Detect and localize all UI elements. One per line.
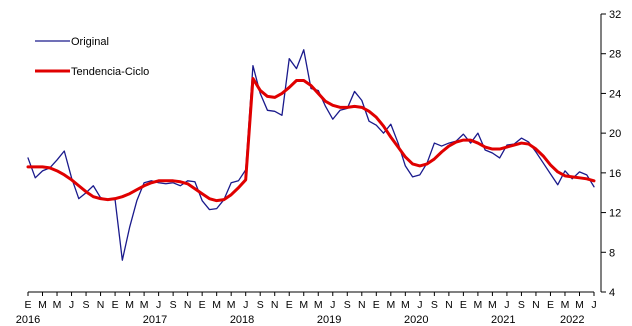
legend-label: Tendencia-Ciclo [71, 66, 149, 78]
month-label: E [24, 299, 31, 311]
month-label: M [314, 299, 323, 311]
month-label: J [69, 299, 74, 311]
month-label: J [591, 299, 596, 311]
year-label: 2016 [16, 314, 40, 326]
year-label: 2019 [317, 314, 341, 326]
month-label: M [212, 299, 221, 311]
month-label: E [286, 299, 293, 311]
y-tick-label: 24 [609, 88, 621, 100]
month-label: M [401, 299, 410, 311]
month-label: E [373, 299, 380, 311]
month-label: S [518, 299, 525, 311]
month-label: M [227, 299, 236, 311]
month-label: S [170, 299, 177, 311]
month-label: S [431, 299, 438, 311]
year-label: 2022 [560, 314, 584, 326]
month-label: M [299, 299, 308, 311]
month-label: E [199, 299, 206, 311]
month-label: N [184, 299, 192, 311]
y-tick-label: 20 [609, 128, 621, 140]
month-label: M [53, 299, 62, 311]
series-line-tendencia-ciclo [26, 77, 596, 203]
month-label: M [140, 299, 149, 311]
y-tick-label: 4 [609, 287, 615, 299]
y-tick-label: 32 [609, 9, 621, 21]
year-label: 2017 [143, 314, 167, 326]
y-axis: 4 8 12 16 20 24 28 32 [600, 9, 621, 299]
month-label: M [561, 299, 570, 311]
month-label: N [271, 299, 279, 311]
legend-label: Original [71, 36, 109, 48]
month-label: S [344, 299, 351, 311]
month-label: M [386, 299, 395, 311]
legend: Original Tendencia-Ciclo [35, 36, 149, 78]
y-tick-label: 8 [609, 247, 615, 259]
month-label: J [417, 299, 422, 311]
month-label: N [532, 299, 540, 311]
month-label: J [156, 299, 161, 311]
series-layer [26, 49, 596, 261]
month-label: E [112, 299, 119, 311]
month-label: M [474, 299, 483, 311]
month-label: S [257, 299, 264, 311]
month-label: N [97, 299, 105, 311]
year-label: 2020 [404, 314, 428, 326]
month-label: N [445, 299, 453, 311]
month-label: M [125, 299, 134, 311]
month-label: M [575, 299, 584, 311]
year-label: 2018 [230, 314, 254, 326]
month-label: J [504, 299, 509, 311]
month-label: E [547, 299, 554, 311]
month-label: E [460, 299, 467, 311]
month-label: S [83, 299, 90, 311]
month-label: J [243, 299, 248, 311]
y-tick-label: 16 [609, 168, 621, 180]
series-line-original [27, 49, 595, 261]
month-label: M [38, 299, 47, 311]
month-label: M [488, 299, 497, 311]
y-tick-label: 28 [609, 49, 621, 61]
year-label: 2021 [491, 314, 515, 326]
y-tick-label: 12 [609, 208, 621, 220]
month-label: N [358, 299, 366, 311]
month-label: J [330, 299, 335, 311]
